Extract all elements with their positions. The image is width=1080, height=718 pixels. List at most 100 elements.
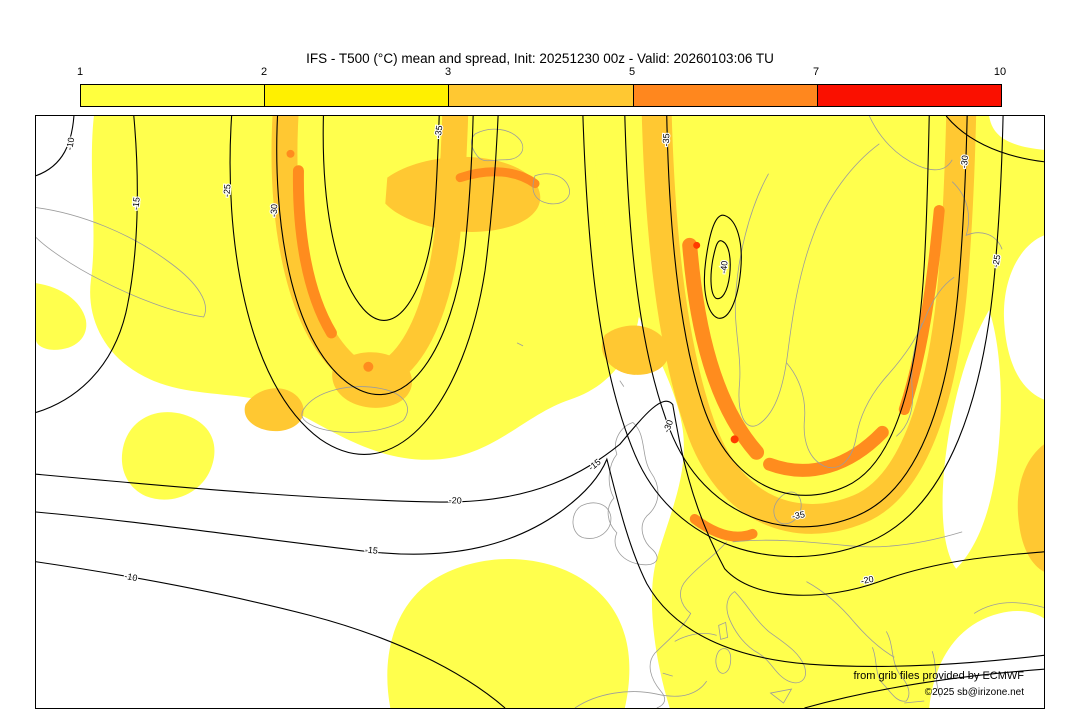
contour-label: -30 [959,155,970,169]
spread-colorbar [80,84,1002,107]
low-spread-region [942,310,1001,569]
spread-region-gold [1017,444,1044,572]
contour-label: -15 [364,544,378,555]
coastline [674,633,717,642]
spread-region-orange [286,149,295,158]
page-title: IFS - T500 (°C) mean and spread, Init: 2… [306,51,774,66]
spread-region-gold [244,388,304,432]
weather-map-canvas: -10 -15 -25 -30 -35 -35 -30 -35 -25 -30 … [36,116,1044,708]
spread-region-red [693,241,701,249]
coastline [786,276,955,468]
colorbar-tick: 5 [628,66,636,78]
coastline [532,173,570,205]
contour-line [36,561,506,708]
colorbar-tick: 7 [812,66,820,78]
spread-region [387,559,630,708]
spread-region-orange [689,513,758,542]
spread-region-orange [292,165,337,339]
coastline [769,688,793,704]
contour-line [276,116,474,396]
coastline [619,380,625,387]
spread-region-gold [332,352,413,408]
coastline [951,181,1003,250]
spread-region-orange [763,425,889,477]
spread-region-gold [601,325,669,375]
coastline [516,342,524,347]
contour-label: -40 [718,260,729,274]
low-spread-region [1003,235,1044,400]
contour-label: -35 [433,125,445,139]
contour-line [804,668,1044,708]
contour-label: -30 [661,418,675,434]
spread-region-orange [455,167,540,189]
coastline [734,143,880,427]
colorbar-segment [265,85,450,106]
contour-labels-layer: -10 -15 -25 -30 -35 -35 -30 -35 -25 -30 … [63,124,1003,588]
contour-label: -35 [661,133,672,146]
colorbar-segment [817,85,1002,106]
coastline [868,116,953,171]
contour-label: -25 [222,184,233,198]
colorbar-segment [449,85,634,106]
contour-line [322,116,440,321]
contour-label: -30 [269,204,280,217]
colorbar-segment [81,85,266,106]
low-spread-region [929,611,1044,708]
coastline [931,651,941,698]
colorbar-ticks: 1 2 3 5 7 10 [76,66,1006,80]
coastline [574,680,708,708]
credits-copyright: ©2025 sb@irizone.net [924,687,1024,698]
contour-label: -20 [449,495,462,505]
spread-region [90,116,641,460]
contour-label: -35 [791,509,806,521]
contour-line [36,116,75,177]
spread-region [36,283,87,350]
contour-line [229,116,499,455]
contour-lines-layer [36,116,1044,708]
coastline [662,672,673,677]
coastline [301,386,408,433]
coastlines-layer [36,116,1044,708]
contour-line [36,400,1044,596]
credits-ecmwf: from grib files provided by ECMWF [853,670,1024,682]
colorbar-tick: 10 [993,66,1007,78]
coastline [36,207,206,318]
colorbar-tick: 2 [260,66,268,78]
contour-label: -15 [131,197,142,211]
contour-line [945,116,1044,163]
weather-map: -10 -15 -25 -30 -35 -35 -30 -35 -25 -30 … [35,115,1045,709]
contour-line [36,457,1044,668]
spread-region-orange [682,237,765,460]
coastline [649,541,727,708]
coastline [973,602,1044,614]
contour-line [710,240,731,300]
contour-line [703,214,742,319]
coastline [732,531,963,548]
contour-label: -10 [64,137,76,151]
coastline [607,421,659,566]
coastline [904,700,925,704]
colorbar-tick: 3 [444,66,452,78]
spread-region-red [730,435,739,444]
contour-label: -10 [124,571,139,583]
coastline [715,648,732,674]
coastline [726,591,806,684]
coastline [871,631,910,702]
contour-label: -25 [990,254,1002,268]
coastline [773,491,802,525]
coastline [806,581,895,658]
contour-line [624,116,968,528]
spread-region-orange [898,205,945,415]
coastline [471,128,524,162]
colorbar-segment [633,85,818,106]
colorbar-tick: 1 [76,66,84,78]
spread-region [121,412,215,500]
contour-line [582,116,1004,558]
spread-region-gold [641,116,977,534]
contour-label: -20 [860,574,875,586]
contour-line [36,116,138,414]
contour-line [666,116,930,496]
coastline [572,502,612,539]
spread-region-orange [363,361,374,372]
